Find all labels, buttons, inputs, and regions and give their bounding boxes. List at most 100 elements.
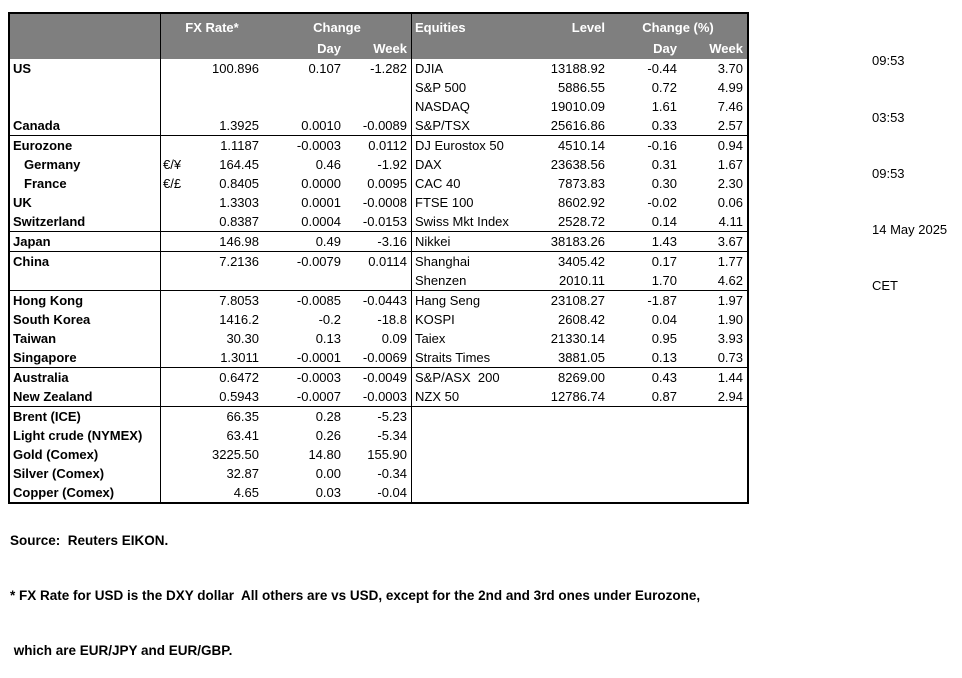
fx-week-change-value: 0.09 bbox=[345, 329, 412, 348]
equity-level-value: 2010.11 bbox=[558, 273, 605, 288]
currency-pair-label bbox=[161, 136, 187, 155]
date-line: 14 May 2025 bbox=[872, 221, 948, 237]
fx-rate-value: 146.98 bbox=[219, 234, 259, 249]
fx-subheader-spacer bbox=[161, 40, 263, 59]
fx-week-change-value: 155.90 bbox=[345, 445, 412, 464]
fx-week-change-value: 0.0114 bbox=[345, 252, 412, 271]
equity-week-change-value: 0.06 bbox=[717, 195, 743, 210]
currency-pair-label: €/£ bbox=[163, 176, 182, 191]
currency-pair-label bbox=[161, 212, 187, 231]
equity-level-value bbox=[543, 464, 609, 483]
timestamp-line: 09:53 bbox=[872, 165, 905, 181]
equity-name: S&P/TSX bbox=[415, 118, 470, 133]
table-row: Gold (Comex) 3225.50 14.80 155.90 bbox=[10, 445, 747, 464]
equity-name bbox=[412, 464, 543, 483]
equity-name: CAC 40 bbox=[415, 176, 461, 191]
equity-level-value: 23638.56 bbox=[550, 157, 605, 172]
equity-name: Shenzen bbox=[415, 273, 467, 288]
timestamp-panel: 09:53 03:53 09:53 14 May 2025 CET bbox=[872, 15, 947, 314]
equity-level-value: 38183.26 bbox=[550, 234, 605, 249]
table-row: NASDAQ 19010.09 1.61 7.46 bbox=[10, 97, 747, 116]
equity-week-change-value: 4.11 bbox=[718, 214, 743, 229]
equities-week-subheader: Week bbox=[709, 41, 743, 56]
equity-level-value bbox=[543, 445, 609, 464]
equity-week-change-value: 1.97 bbox=[717, 293, 743, 308]
footnote-line-2: which are EUR/JPY and EUR/GBP. bbox=[10, 642, 233, 658]
equity-day-change-value: -0.02 bbox=[647, 195, 677, 210]
fx-week-change-value: -0.0089 bbox=[345, 116, 412, 135]
currency-pair-label bbox=[161, 348, 187, 367]
equity-level-value bbox=[543, 426, 609, 445]
currency-pair-label bbox=[161, 329, 187, 348]
equity-name: Taiex bbox=[415, 331, 446, 346]
region-label: Brent (ICE) bbox=[10, 407, 161, 426]
equity-level-value: 5886.55 bbox=[558, 80, 605, 95]
equity-week-change-value: 1.90 bbox=[717, 312, 743, 327]
currency-pair-label bbox=[161, 78, 187, 97]
table-header: FX Rate* Change Equities Level Change (%… bbox=[10, 14, 747, 59]
equity-day-change-value: 1.70 bbox=[651, 273, 677, 288]
equity-week-change-value: 3.67 bbox=[717, 234, 743, 249]
equity-week-change-value bbox=[681, 426, 747, 445]
equity-week-change-value: 7.46 bbox=[717, 99, 743, 114]
fx-day-change-value: 0.26 bbox=[315, 428, 341, 443]
fx-week-change-value bbox=[345, 78, 412, 97]
timestamp-line: 03:53 bbox=[872, 109, 905, 125]
equity-day-change-value: -1.87 bbox=[647, 293, 677, 308]
table-row: S&P 500 5886.55 0.72 4.99 bbox=[10, 78, 747, 97]
currency-pair-label bbox=[161, 97, 187, 116]
fx-week-change-value: 0.0112 bbox=[345, 136, 412, 155]
currency-pair-label bbox=[161, 271, 187, 290]
fx-rate-value: 32.87 bbox=[226, 466, 259, 481]
equity-name: Swiss Mkt Index bbox=[415, 214, 509, 229]
region-label: Eurozone bbox=[10, 136, 161, 155]
fx-week-change-value: -5.34 bbox=[345, 426, 412, 445]
equity-day-change-value: -0.44 bbox=[647, 61, 677, 76]
region-label: France bbox=[10, 174, 161, 193]
equities-change-pct-column-header: Change (%) bbox=[642, 20, 714, 35]
region-label: Singapore bbox=[10, 348, 161, 367]
equity-level-value: 3405.42 bbox=[558, 254, 605, 269]
equity-day-change-value: 0.95 bbox=[651, 331, 677, 346]
table-row: Brent (ICE) 66.35 0.28 -5.23 bbox=[10, 406, 747, 426]
equity-day-change-value: 0.33 bbox=[651, 118, 677, 133]
fx-week-change-value: -18.8 bbox=[345, 310, 412, 329]
equity-week-change-value bbox=[681, 464, 747, 483]
equity-day-change-value: 0.31 bbox=[651, 157, 677, 172]
table-row: South Korea 1416.2 -0.2 -18.8 KOSPI 2608… bbox=[10, 310, 747, 329]
fx-rate-value: 164.45 bbox=[219, 157, 259, 172]
fx-week-change-value: -0.0069 bbox=[345, 348, 412, 367]
level-subheader-spacer bbox=[543, 40, 609, 59]
equity-level-value: 4510.14 bbox=[558, 138, 605, 153]
equity-week-change-value bbox=[681, 445, 747, 464]
fx-rate-value: 100.896 bbox=[212, 61, 259, 76]
region-label: Copper (Comex) bbox=[10, 483, 161, 502]
equity-name: Hang Seng bbox=[415, 293, 481, 308]
fx-week-change-value bbox=[345, 271, 412, 290]
timestamp-line: 09:53 bbox=[872, 53, 905, 69]
fx-week-change-value: -0.0443 bbox=[345, 291, 412, 310]
equity-week-change-value: 1.44 bbox=[717, 370, 743, 385]
equity-day-change-value: 0.14 bbox=[651, 214, 677, 229]
fx-day-change-value bbox=[263, 78, 345, 97]
fx-day-change-value: -0.0003 bbox=[296, 138, 341, 153]
fx-rate-value: 3225.50 bbox=[212, 447, 259, 462]
fx-rate-value: 1.3303 bbox=[219, 195, 259, 210]
currency-pair-label bbox=[161, 59, 187, 78]
currency-pair-label bbox=[161, 232, 187, 251]
equity-name: Shanghai bbox=[415, 254, 470, 269]
fx-rate-value bbox=[187, 78, 263, 97]
fx-day-change-value: -0.0003 bbox=[296, 370, 341, 385]
fx-day-change-value: -0.0085 bbox=[296, 293, 341, 308]
fx-day-change-value: -0.0001 bbox=[296, 350, 341, 365]
fx-day-change-value: -0.0007 bbox=[296, 389, 341, 404]
fx-rate-value: 30.30 bbox=[226, 331, 259, 346]
fx-day-change-value: -0.2 bbox=[318, 312, 341, 327]
equity-level-value: 2528.72 bbox=[558, 214, 605, 229]
equity-level-value: 7873.83 bbox=[558, 176, 605, 191]
fx-rate-value bbox=[187, 97, 263, 116]
fx-day-change-value: 0.0010 bbox=[301, 118, 341, 133]
table-row: Shenzen 2010.11 1.70 4.62 bbox=[10, 271, 747, 290]
fx-day-change-value: 0.49 bbox=[315, 234, 341, 249]
fx-week-change-value bbox=[345, 97, 412, 116]
